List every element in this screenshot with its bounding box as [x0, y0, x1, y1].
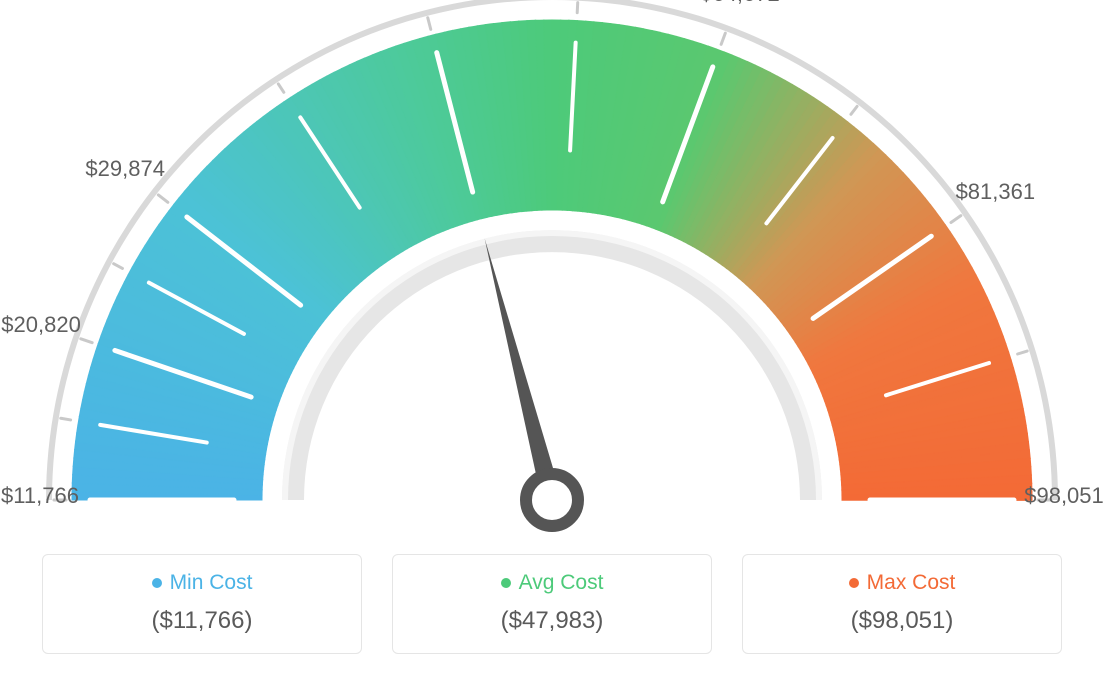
gauge-svg — [0, 0, 1104, 540]
legend-title: Avg Cost — [403, 571, 701, 595]
gauge-tick-label: $20,820 — [1, 312, 81, 338]
legend-value: ($11,766) — [53, 607, 351, 635]
dot-icon — [501, 578, 511, 588]
legend-title-text: Min Cost — [170, 571, 253, 595]
legend-title-text: Max Cost — [867, 571, 956, 595]
gauge-tick-label: $64,672 — [700, 0, 780, 7]
legend-title: Min Cost — [53, 571, 351, 595]
legend-avg-cost: Avg Cost ($47,983) — [392, 554, 712, 654]
legend-title-text: Avg Cost — [519, 571, 604, 595]
legend-row: Min Cost ($11,766) Avg Cost ($47,983) Ma… — [0, 554, 1104, 654]
legend-value: ($47,983) — [403, 607, 701, 635]
legend-min-cost: Min Cost ($11,766) — [42, 554, 362, 654]
cost-gauge-chart: $11,766$20,820$29,874$47,983$64,672$81,3… — [0, 0, 1104, 540]
legend-value: ($98,051) — [753, 607, 1051, 635]
dot-icon — [849, 578, 859, 588]
legend-title: Max Cost — [753, 571, 1051, 595]
legend-max-cost: Max Cost ($98,051) — [742, 554, 1062, 654]
gauge-needle — [485, 239, 554, 474]
gauge-tick-label: $98,051 — [1024, 483, 1104, 509]
gauge-tick-label: $29,874 — [85, 156, 165, 182]
gauge-tick-label: $11,766 — [1, 483, 79, 509]
gauge-tick-label: $81,361 — [956, 179, 1036, 205]
dot-icon — [152, 578, 162, 588]
color-band — [72, 20, 1032, 500]
